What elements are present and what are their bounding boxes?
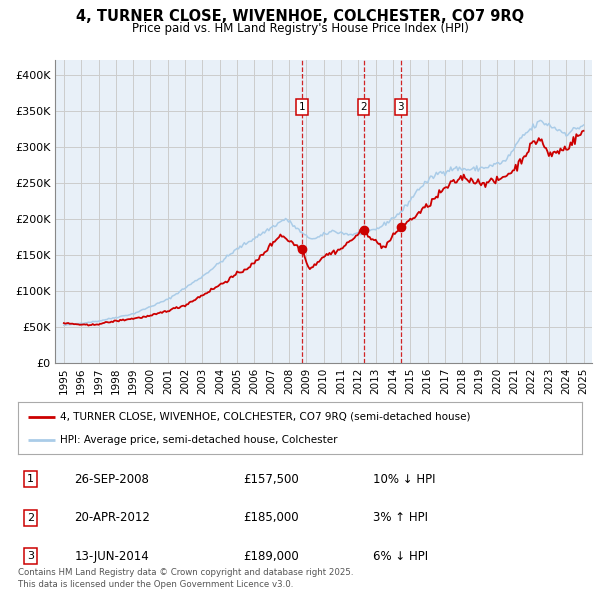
Text: £157,500: £157,500 bbox=[244, 473, 299, 486]
Text: 10% ↓ HPI: 10% ↓ HPI bbox=[373, 473, 436, 486]
Text: 26-SEP-2008: 26-SEP-2008 bbox=[74, 473, 149, 486]
Text: 6% ↓ HPI: 6% ↓ HPI bbox=[373, 549, 428, 563]
Text: HPI: Average price, semi-detached house, Colchester: HPI: Average price, semi-detached house,… bbox=[60, 435, 338, 445]
Text: 3: 3 bbox=[397, 102, 404, 112]
Text: 2: 2 bbox=[27, 513, 34, 523]
Text: Price paid vs. HM Land Registry's House Price Index (HPI): Price paid vs. HM Land Registry's House … bbox=[131, 22, 469, 35]
Text: £185,000: £185,000 bbox=[244, 511, 299, 525]
Text: Contains HM Land Registry data © Crown copyright and database right 2025.
This d: Contains HM Land Registry data © Crown c… bbox=[18, 568, 353, 589]
Text: £189,000: £189,000 bbox=[244, 549, 299, 563]
Text: 4, TURNER CLOSE, WIVENHOE, COLCHESTER, CO7 9RQ (semi-detached house): 4, TURNER CLOSE, WIVENHOE, COLCHESTER, C… bbox=[60, 412, 471, 422]
Text: 1: 1 bbox=[27, 474, 34, 484]
Text: 20-APR-2012: 20-APR-2012 bbox=[74, 511, 150, 525]
Text: 13-JUN-2014: 13-JUN-2014 bbox=[74, 549, 149, 563]
Text: 3: 3 bbox=[27, 551, 34, 561]
Text: 2: 2 bbox=[360, 102, 367, 112]
Text: 3% ↑ HPI: 3% ↑ HPI bbox=[373, 511, 428, 525]
Text: 1: 1 bbox=[299, 102, 305, 112]
Text: 4, TURNER CLOSE, WIVENHOE, COLCHESTER, CO7 9RQ: 4, TURNER CLOSE, WIVENHOE, COLCHESTER, C… bbox=[76, 9, 524, 24]
